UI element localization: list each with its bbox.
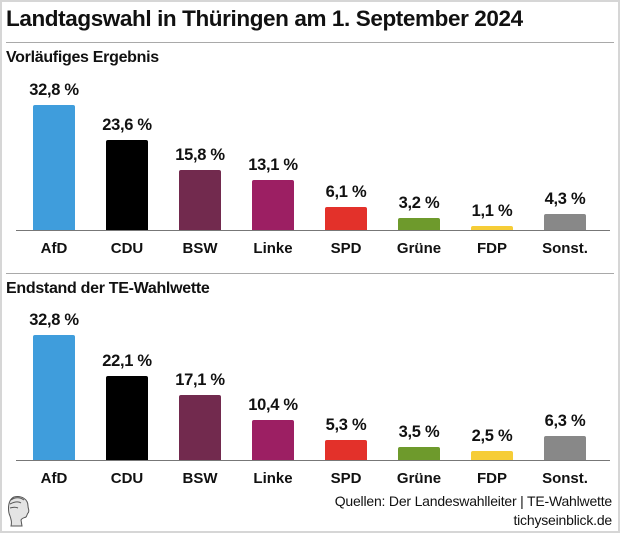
bar-afd: [33, 335, 75, 460]
category-label: Sonst.: [542, 470, 588, 487]
bar-linke: [252, 420, 294, 460]
divider: [6, 273, 614, 274]
bar-afd: [33, 105, 75, 230]
category-label: SPD: [330, 240, 362, 257]
bar-grüne: [398, 217, 440, 230]
data-label: 23,6 %: [102, 116, 152, 135]
data-label: 6,1 %: [325, 182, 367, 201]
category-label: Sonst.: [542, 240, 588, 257]
classical-head-logo-icon: [8, 496, 30, 527]
bar-grüne: [398, 446, 440, 460]
baseline: [16, 230, 610, 231]
page-title: Landtagswahl in Thüringen am 1. Septembe…: [6, 6, 523, 31]
category-label: Linke: [253, 240, 293, 257]
data-label: 13,1 %: [248, 156, 298, 175]
bar-cdu: [106, 140, 148, 230]
data-label: 5,3 %: [325, 415, 367, 434]
site-text: tichyseinblick.de: [513, 512, 612, 528]
bar-spd: [325, 206, 367, 230]
chart-2-title: Endstand der TE-Wahlwette: [6, 280, 210, 297]
category-label: Grüne: [396, 240, 442, 257]
category-label: Grüne: [396, 470, 442, 487]
category-label: CDU: [110, 470, 144, 487]
category-label: AfD: [40, 240, 68, 257]
baseline: [16, 460, 610, 461]
data-label: 15,8 %: [175, 145, 225, 164]
bar-cdu: [106, 376, 148, 460]
bar-spd: [325, 439, 367, 460]
data-label: 22,1 %: [102, 352, 152, 371]
data-label: 3,5 %: [398, 422, 440, 441]
bar-fdp: [471, 450, 513, 460]
sources-text: Quellen: Der Landeswahlleiter | TE-Wahlw…: [334, 493, 613, 509]
data-label: 10,4 %: [248, 396, 298, 415]
category-label: BSW: [182, 470, 218, 487]
bar-sonst: [544, 213, 586, 230]
data-label: 4,3 %: [544, 189, 586, 208]
data-label: 17,1 %: [175, 371, 225, 390]
bar-linke: [252, 180, 294, 230]
chart-1-title: Vorläufiges Ergebnis: [6, 49, 159, 66]
divider: [6, 42, 614, 43]
category-label: SPD: [330, 470, 362, 487]
data-label: 32,8 %: [29, 311, 79, 330]
data-label: 2,5 %: [471, 426, 513, 445]
bar-bsw: [179, 169, 221, 230]
data-label: 32,8 %: [29, 81, 79, 100]
data-label: 3,2 %: [398, 193, 440, 212]
category-label: FDP: [477, 240, 507, 257]
category-label: AfD: [40, 470, 68, 487]
category-label: CDU: [110, 240, 144, 257]
bar-bsw: [179, 395, 221, 460]
data-label: 6,3 %: [544, 412, 586, 431]
category-label: FDP: [477, 470, 507, 487]
category-label: BSW: [182, 240, 218, 257]
category-label: Linke: [253, 470, 293, 487]
data-label: 1,1 %: [471, 201, 513, 220]
bar-sonst: [544, 436, 586, 460]
bar-fdp: [471, 225, 513, 230]
